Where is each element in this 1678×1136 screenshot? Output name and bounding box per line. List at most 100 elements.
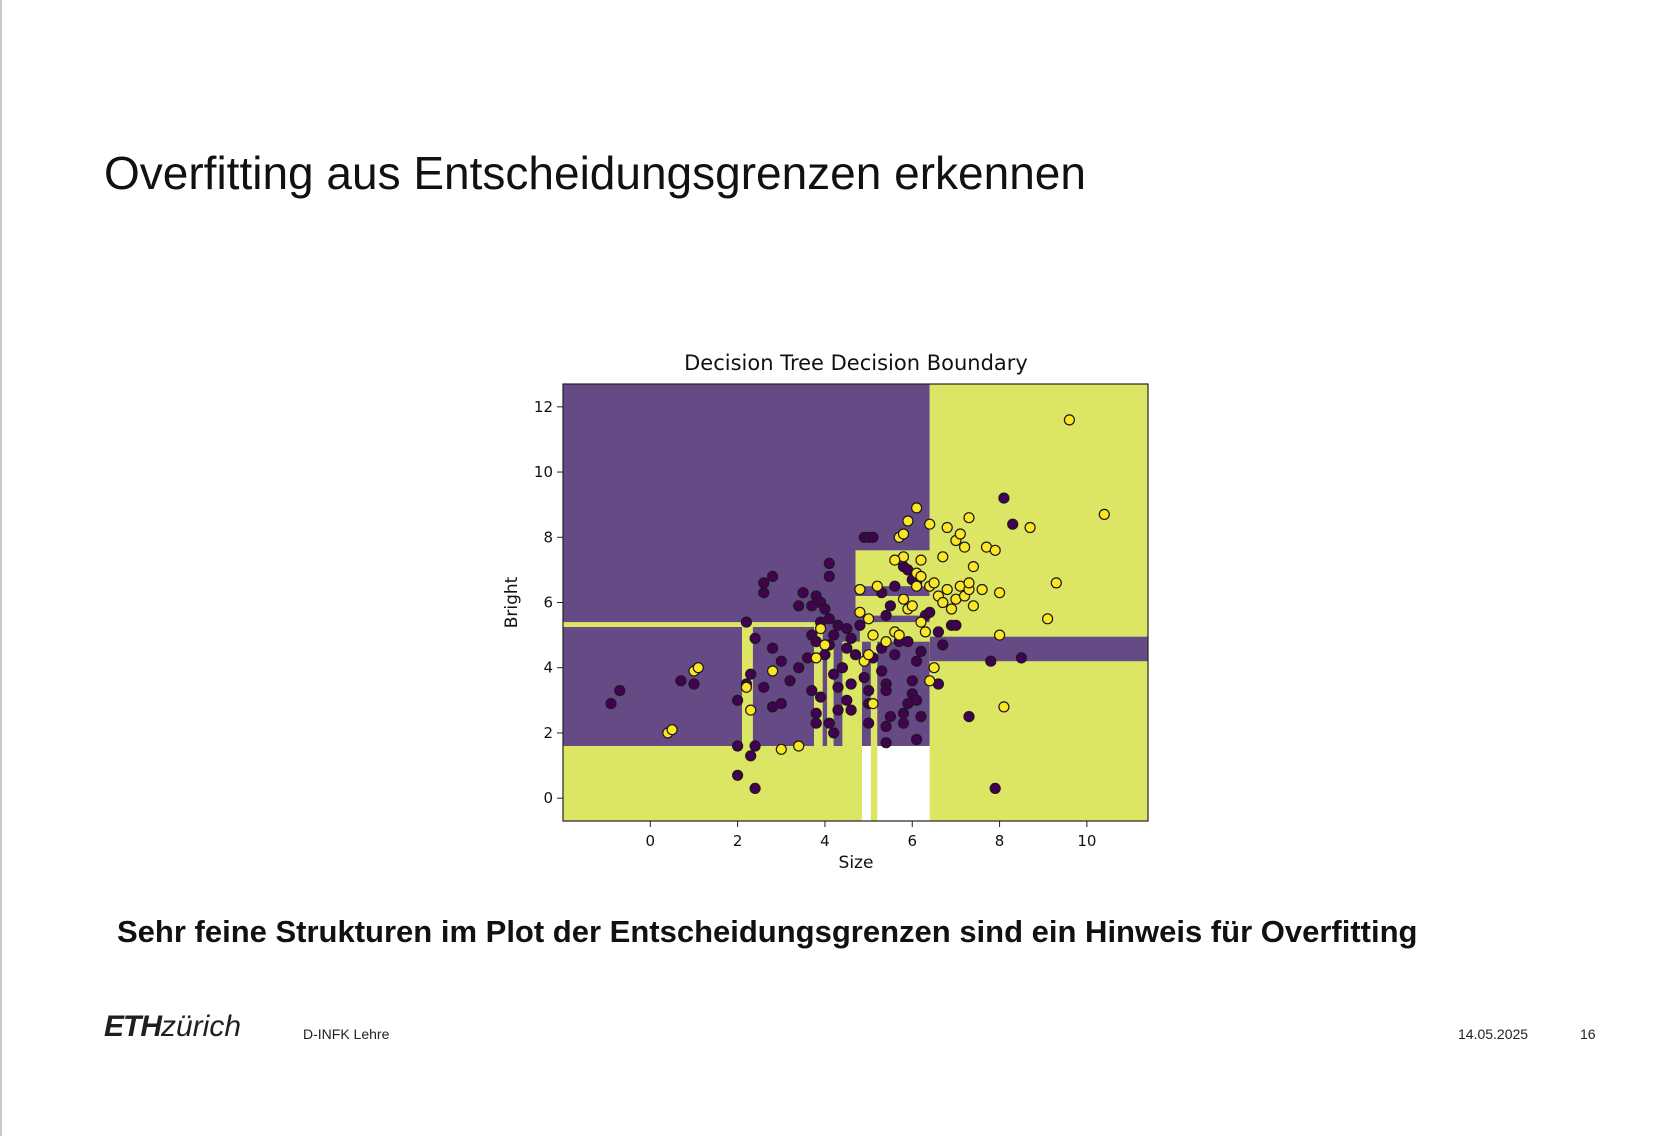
data-point-class0-39	[767, 570, 779, 582]
y-tick-label-12: 12	[534, 398, 553, 416]
data-point-class0-40	[793, 600, 805, 612]
data-point-class1-9	[810, 652, 822, 664]
data-point-class0-81	[915, 711, 927, 723]
decision-region-3	[855, 641, 862, 821]
data-point-class0-82	[911, 655, 923, 667]
data-point-class1-49	[928, 662, 940, 674]
data-point-class0-47	[823, 613, 835, 625]
data-point-class0-68	[876, 665, 888, 677]
data-point-class0-72	[880, 720, 892, 732]
data-point-class0-50	[828, 629, 840, 641]
data-point-class1-22	[893, 629, 905, 641]
data-point-class0-41	[797, 587, 809, 599]
data-point-class0-88	[880, 609, 892, 622]
data-point-class1-23	[897, 593, 910, 605]
data-point-class0-97	[932, 626, 944, 638]
data-point-class1-36	[911, 580, 923, 592]
data-point-class0-20	[793, 662, 805, 674]
data-point-class0-7	[749, 740, 761, 752]
data-point-class0-23	[810, 707, 822, 719]
x-tick-label-4: 4	[820, 832, 830, 850]
decision-region-8	[814, 625, 823, 746]
data-point-class1-12	[854, 583, 866, 596]
y-tick-label-6: 6	[543, 594, 553, 612]
data-point-class1-43	[945, 603, 958, 615]
x-tick-label-6: 6	[907, 832, 917, 850]
chart-title: Decision Tree Decision Boundary	[684, 351, 1028, 375]
data-point-class0-89	[884, 600, 896, 612]
data-point-class1-67	[1041, 613, 1054, 625]
data-point-class0-80	[911, 733, 923, 746]
data-point-class0-35	[841, 694, 853, 706]
data-point-class1-7	[775, 743, 787, 755]
data-point-class0-83	[915, 645, 927, 657]
data-point-class1-18	[871, 580, 883, 592]
data-point-class1-15	[863, 613, 875, 625]
data-point-class0-85	[889, 649, 901, 661]
data-point-class1-56	[963, 577, 975, 589]
data-point-class0-98	[937, 639, 949, 651]
data-point-class1-11	[819, 639, 831, 651]
data-point-class1-19	[867, 698, 879, 710]
data-point-class0-18	[775, 655, 787, 667]
data-point-class0-37	[758, 587, 770, 599]
data-point-class1-33	[897, 528, 910, 540]
page-number: 16	[1580, 1026, 1596, 1042]
data-points	[605, 414, 1110, 794]
data-point-class1-41	[937, 596, 949, 609]
data-point-class0-2	[675, 675, 687, 687]
data-point-class0-13	[740, 616, 752, 628]
data-point-class1-54	[954, 528, 966, 540]
data-point-class0-12	[749, 632, 761, 644]
data-point-class0-27	[828, 727, 840, 739]
data-point-class0-75	[897, 717, 910, 729]
x-tick-label-0: 0	[646, 832, 656, 850]
data-point-class0-96	[924, 606, 936, 618]
logo-eth: ETH	[104, 1010, 162, 1043]
data-point-class1-34	[902, 515, 914, 527]
data-point-class1-52	[941, 521, 953, 534]
data-point-class0-56	[823, 570, 835, 582]
data-point-class1-55	[959, 541, 971, 553]
footer-date: 14.05.2025	[1458, 1026, 1529, 1042]
data-point-class1-70	[1098, 508, 1110, 520]
data-point-class0-32	[841, 642, 853, 654]
data-point-class0-34	[849, 649, 862, 661]
data-point-class1-13	[854, 606, 866, 618]
data-point-class1-65	[998, 701, 1010, 713]
data-point-class0-106	[1007, 518, 1019, 530]
data-point-class1-69	[1063, 414, 1076, 426]
data-point-class0-30	[828, 668, 840, 680]
data-point-class0-53	[845, 632, 857, 644]
data-point-class1-30	[915, 616, 927, 628]
data-point-class0-8	[749, 782, 761, 794]
data-point-class0-24	[810, 717, 822, 729]
data-point-class0-4	[732, 769, 744, 781]
data-point-class1-68	[1050, 577, 1062, 589]
data-point-class0-1	[614, 685, 626, 697]
data-point-class0-19	[784, 675, 796, 687]
data-point-class1-51	[937, 551, 949, 563]
data-point-class0-52	[841, 623, 853, 635]
data-point-class0-79	[906, 675, 918, 687]
data-point-class1-4	[740, 681, 752, 693]
data-point-class1-63	[994, 587, 1006, 599]
data-point-class0-14	[758, 681, 770, 693]
data-point-class1-3	[692, 662, 704, 674]
decision-region-6	[563, 622, 821, 627]
data-point-class1-25	[889, 554, 901, 566]
decision-boundary-chart: Decision Tree Decision Boundary 0 2 4 6 8 10 …	[490, 346, 1220, 916]
x-tick-label-8: 8	[995, 832, 1005, 850]
decision-region-9	[827, 641, 834, 746]
data-point-class0-38	[758, 577, 770, 589]
data-point-class1-37	[915, 554, 927, 566]
footer-department: D-INFK Lehre	[303, 1026, 390, 1042]
eth-zurich-logo: ETHzürich	[104, 1010, 241, 1044]
data-point-class1-62	[989, 544, 1001, 556]
slide-left-border	[0, 0, 2, 1136]
logo-zurich: zürich	[161, 1010, 242, 1043]
data-point-class0-70	[880, 685, 892, 697]
y-tick-label-4: 4	[543, 659, 553, 677]
data-point-class1-8	[793, 740, 805, 752]
data-point-class0-100	[950, 619, 962, 631]
